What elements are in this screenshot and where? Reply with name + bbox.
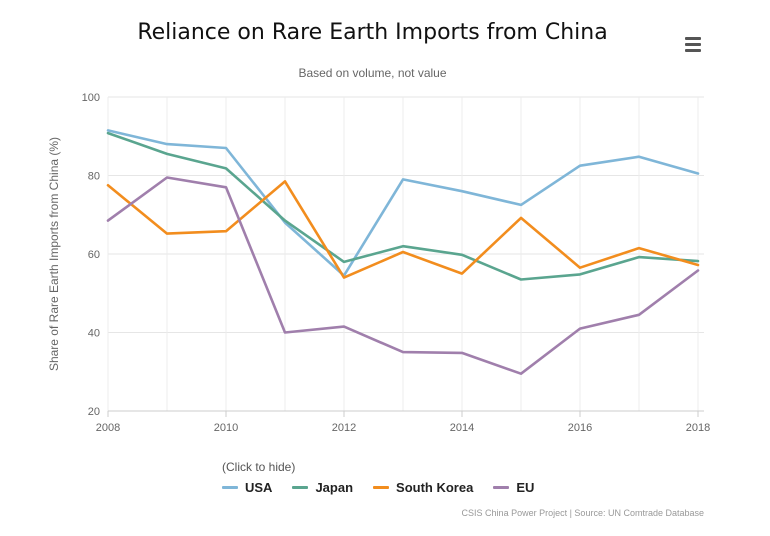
x-tick-label: 2012 [332,422,356,434]
y-tick-label: 20 [88,406,100,418]
legend-label: EU [516,480,535,495]
y-tick-label: 40 [88,328,100,340]
legend-label: Japan [315,480,354,495]
series-line-eu [106,176,700,376]
legend-hint: (Click to hide) [222,460,296,474]
series-line-south-korea [106,180,700,279]
legend-swatch [493,486,510,489]
hamburger-menu-icon[interactable] [683,36,705,52]
legend-swatch [373,486,390,489]
menu-bar [685,49,701,52]
legend-item-eu[interactable]: EU [493,480,534,495]
series-line-japan [106,131,700,281]
legend-swatch [222,486,238,489]
legend-swatch [292,486,309,489]
menu-bar [685,43,701,46]
y-tick-label: 80 [88,171,100,183]
x-tick-label: 2016 [568,422,592,434]
chart-title: Reliance on Rare Earth Imports from Chin… [137,20,608,45]
legend-item-japan[interactable]: Japan [292,480,353,495]
chart-legend: USA Japan South Korea EU [222,480,534,495]
legend-label: USA [245,480,273,495]
chart-grid [107,96,704,412]
chart-series [106,129,700,376]
legend-item-south-korea[interactable]: South Korea [373,480,473,495]
x-tick-label: 2014 [450,422,474,434]
chart-credits[interactable]: CSIS China Power Project | Source: UN Co… [461,508,704,518]
x-tick-label: 2010 [214,422,238,434]
legend-item-usa[interactable]: USA [222,480,272,495]
chart-subtitle: Based on volume, not value [298,66,447,80]
legend-label: South Korea [396,480,474,495]
chart-axes: 20 40 60 80 100 2008 2010 2012 2014 2016 2018 Share… [47,92,710,434]
y-tick-label: 100 [82,92,100,104]
series-line-usa [106,129,700,277]
y-axis-title: Share of Rare Earth Imports from China (… [47,137,61,371]
menu-bar [685,37,701,40]
x-tick-label: 2018 [686,422,710,434]
x-tick-label: 2008 [96,422,120,434]
y-tick-label: 60 [88,249,100,261]
